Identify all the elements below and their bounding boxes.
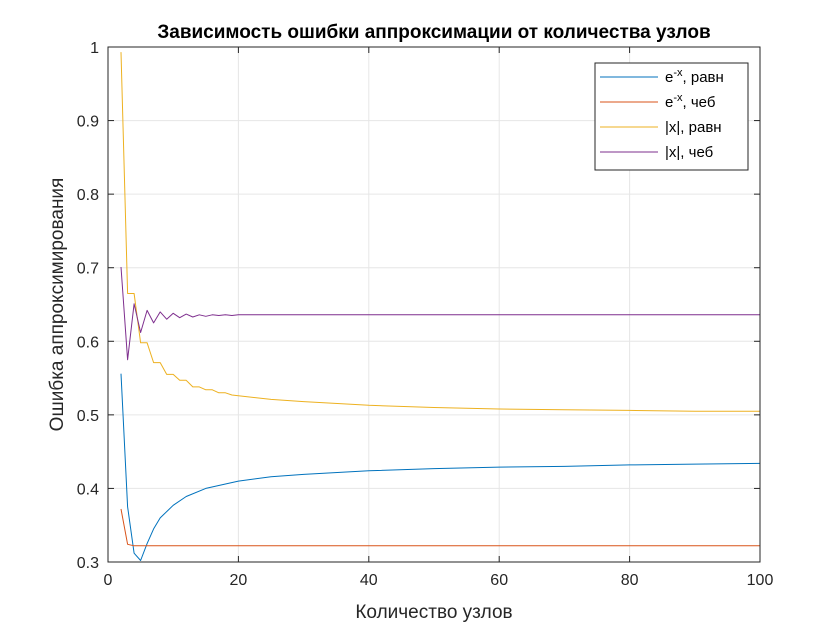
series-line-0 [120, 373, 761, 561]
legend-entry-3: |x|, чеб [665, 144, 713, 161]
legend-entry-2: |x|, равн [665, 119, 722, 136]
y-axis-label: Ошибка аппроксимирования [47, 178, 68, 432]
plot-frame [107, 46, 761, 563]
legend-entry-1: e-x, чеб [665, 92, 715, 111]
y-tick-label: 0.3 [77, 555, 99, 572]
y-tick-label: 0.5 [77, 408, 99, 425]
series-line-3 [120, 266, 760, 361]
x-tick-label: 0 [104, 572, 113, 589]
chart-title: Зависимость ошибки аппроксимации от коли… [157, 22, 710, 43]
y-tick-label: 0.8 [77, 187, 99, 204]
y-tick-label: 1 [90, 40, 99, 57]
tick-marks [107, 46, 761, 563]
y-tick-label: 0.6 [77, 334, 99, 351]
x-tick-label: 60 [490, 572, 508, 589]
x-axis-label: Количество узлов [355, 602, 512, 623]
y-tick-label: 0.4 [77, 481, 99, 498]
y-tick-label: 0.9 [77, 114, 99, 131]
series-lines [120, 52, 761, 561]
x-tick-label: 20 [230, 572, 248, 589]
y-tick-labels: 0.3 0.4 0.5 0.6 0.7 0.8 0.9 1 [77, 40, 99, 572]
series-line-2 [120, 52, 760, 412]
series-line-1 [120, 508, 760, 547]
x-tick-label: 40 [360, 572, 378, 589]
x-tick-label: 100 [747, 572, 774, 589]
x-tick-label: 80 [621, 572, 639, 589]
y-tick-label: 0.7 [77, 261, 99, 278]
x-tick-labels: 0 20 40 60 80 100 [104, 572, 774, 589]
legend: e-x, равн e-x, чеб |x|, равн |x|, чеб [594, 62, 749, 171]
legend-entry-0: e-x, равн [665, 67, 724, 86]
